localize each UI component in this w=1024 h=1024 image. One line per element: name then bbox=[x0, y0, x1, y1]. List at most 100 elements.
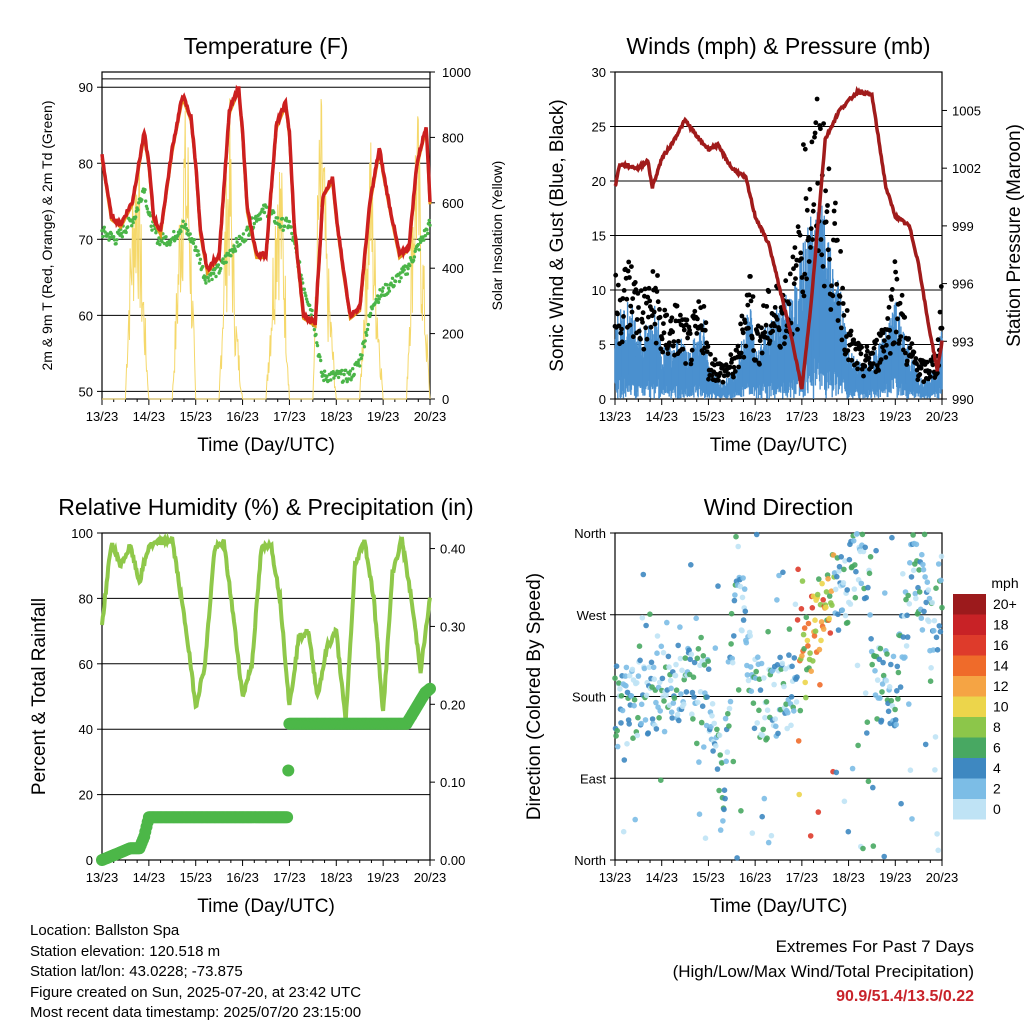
direction-point bbox=[645, 730, 651, 736]
direction-point bbox=[867, 554, 874, 560]
gust-point bbox=[739, 313, 745, 319]
gust-point bbox=[811, 202, 817, 208]
gust-point bbox=[897, 300, 903, 306]
direction-point bbox=[827, 630, 834, 636]
gust-point bbox=[695, 316, 700, 322]
direction-point bbox=[759, 732, 766, 739]
direction-point bbox=[636, 643, 643, 649]
dewpoint-point bbox=[315, 343, 320, 348]
direction-point bbox=[659, 675, 666, 682]
gust-point bbox=[813, 120, 819, 126]
x-tick-label: 14/23 bbox=[645, 409, 678, 424]
gust-point bbox=[804, 276, 809, 282]
gust-point bbox=[790, 254, 796, 260]
dewpoint-point bbox=[229, 254, 233, 258]
dewpoint-point bbox=[206, 276, 210, 280]
gust-point bbox=[618, 330, 624, 336]
gust-point bbox=[662, 307, 668, 313]
gust-point bbox=[664, 312, 670, 318]
gust-point bbox=[937, 309, 943, 315]
direction-point bbox=[772, 716, 778, 722]
direction-point bbox=[880, 672, 887, 679]
gust-point bbox=[696, 299, 702, 304]
x-tick-label: 13/23 bbox=[86, 870, 119, 885]
y-tick-label: South bbox=[572, 690, 606, 705]
direction-point bbox=[656, 679, 663, 686]
gust-point bbox=[751, 348, 756, 353]
gust-point bbox=[935, 370, 940, 376]
direction-point bbox=[725, 659, 732, 665]
direction-point bbox=[859, 531, 866, 538]
gust-point bbox=[742, 320, 748, 325]
x-axis-label: Time (Day/UTC) bbox=[710, 435, 848, 456]
direction-point bbox=[621, 757, 628, 763]
direction-point bbox=[912, 590, 919, 597]
y-right-tick-label: 996 bbox=[952, 277, 974, 292]
direction-point bbox=[742, 608, 749, 615]
direction-point bbox=[664, 619, 670, 626]
direction-point bbox=[735, 687, 742, 693]
direction-point bbox=[751, 725, 758, 732]
direction-point bbox=[921, 608, 927, 615]
direction-point bbox=[722, 795, 728, 802]
direction-point bbox=[697, 689, 704, 695]
direction-point bbox=[844, 619, 851, 626]
gust-point bbox=[741, 354, 747, 360]
gust-point bbox=[902, 314, 908, 320]
colorbar-swatch bbox=[953, 676, 986, 697]
gust-point bbox=[704, 340, 709, 346]
direction-point bbox=[728, 610, 735, 617]
direction-point bbox=[678, 691, 684, 697]
y-right-tick-label: 990 bbox=[952, 392, 974, 407]
colorbar-title: mph bbox=[991, 575, 1018, 591]
gust-point bbox=[635, 291, 641, 296]
gust-point bbox=[692, 308, 698, 314]
direction-point bbox=[933, 634, 940, 641]
colorbar-swatch bbox=[953, 737, 986, 758]
direction-point bbox=[733, 533, 739, 540]
dewpoint-point bbox=[304, 294, 308, 298]
dewpoint-point bbox=[160, 240, 164, 244]
direction-point bbox=[858, 580, 865, 587]
dewpoint-point bbox=[214, 274, 218, 279]
dewpoint-point bbox=[252, 221, 256, 226]
dewpoint-point bbox=[411, 258, 416, 263]
direction-point bbox=[873, 547, 879, 554]
dewpoint-point bbox=[408, 263, 412, 268]
direction-point bbox=[870, 843, 877, 849]
gust-point bbox=[745, 302, 751, 308]
direction-point bbox=[835, 627, 842, 633]
gust-point bbox=[815, 180, 821, 186]
gust-point bbox=[840, 285, 845, 291]
y-tick-label: 80 bbox=[79, 591, 93, 606]
direction-point bbox=[839, 607, 846, 613]
direction-point bbox=[786, 652, 792, 658]
gust-point bbox=[616, 323, 622, 329]
colorbar-label: 18 bbox=[993, 617, 1009, 633]
gust-point bbox=[801, 142, 806, 148]
direction-point bbox=[620, 828, 627, 835]
gust-point bbox=[913, 356, 919, 361]
x-tick-label: 18/23 bbox=[320, 870, 353, 885]
gust-point bbox=[636, 328, 642, 334]
direction-point bbox=[634, 680, 640, 686]
gust-point bbox=[621, 288, 627, 293]
direction-point bbox=[788, 694, 795, 700]
dewpoint-point bbox=[197, 253, 201, 257]
direction-point bbox=[879, 689, 885, 695]
direction-point bbox=[618, 693, 625, 699]
direction-point bbox=[938, 577, 944, 584]
gust-point bbox=[738, 350, 744, 356]
colorbar-label: 20+ bbox=[993, 596, 1017, 612]
gust-point bbox=[882, 338, 887, 343]
direction-point bbox=[900, 571, 906, 577]
gust-point bbox=[685, 335, 690, 341]
direction-point bbox=[836, 568, 842, 574]
dewpoint-point bbox=[102, 225, 107, 229]
dewpoint-point bbox=[319, 358, 323, 363]
gust-point bbox=[728, 352, 734, 358]
dewpoint-point bbox=[287, 219, 292, 224]
direction-point bbox=[777, 654, 783, 661]
direction-point bbox=[727, 698, 734, 705]
gust-point bbox=[806, 259, 812, 264]
